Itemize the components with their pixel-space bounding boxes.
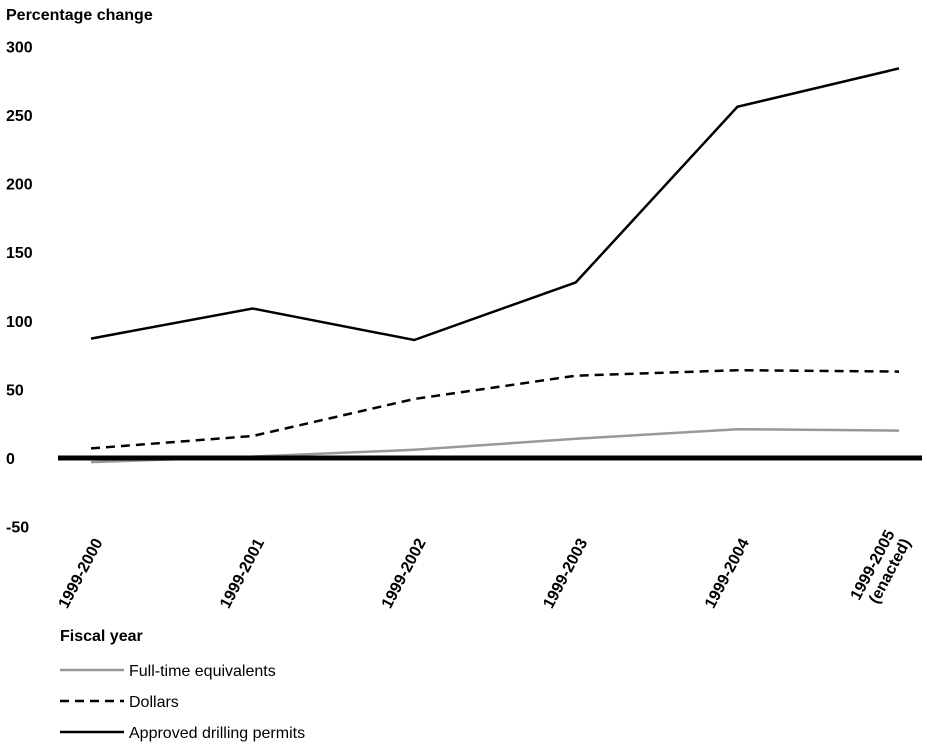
y-tick-label: 50 xyxy=(6,382,24,399)
x-tick-label-line: 1999-2004 xyxy=(702,536,753,612)
x-tick-label-line: 1999-2001 xyxy=(217,536,268,612)
x-tick-label: 1999-2000 xyxy=(56,536,107,612)
series-line-2 xyxy=(90,368,900,450)
x-tick-label-line: 1999-2000 xyxy=(56,536,107,612)
y-tick-label: 250 xyxy=(6,108,33,125)
legend-label: Full-time equivalents xyxy=(129,663,276,680)
legend-label: Approved drilling permits xyxy=(129,725,305,742)
y-tick-label: 0 xyxy=(6,451,15,468)
x-tick-label: 1999-2003 xyxy=(540,536,591,612)
legend: Full-time equivalents Dollars Approved dri… xyxy=(60,663,305,742)
y-tick-label: 150 xyxy=(6,245,33,262)
y-tick-labels: 300 250 200 150 100 50 0 -50 xyxy=(6,39,33,536)
x-tick-label: 1999-2002 xyxy=(379,536,430,612)
x-tick-label-line: 1999-2003 xyxy=(540,536,591,612)
x-tick-label: 1999-2001 xyxy=(217,536,268,612)
series-lines xyxy=(90,67,900,464)
y-tick-label: -50 xyxy=(6,520,29,537)
y-tick-label: 300 xyxy=(6,39,33,56)
x-tick-label: 1999-2004 xyxy=(702,536,753,612)
y-tick-label: 100 xyxy=(6,314,33,331)
x-tick-label: 1999-2005(enacted) xyxy=(848,527,915,611)
y-tick-label: 200 xyxy=(6,177,33,194)
x-tick-label-line: 1999-2002 xyxy=(379,536,430,612)
x-axis-title: Fiscal year xyxy=(60,628,143,645)
y-axis-title: Percentage change xyxy=(6,7,153,24)
series-line-3 xyxy=(90,67,900,342)
legend-label: Dollars xyxy=(129,694,179,711)
x-tick-labels: 1999-2000 1999-2001 1999-2002 1999-2003 1999… xyxy=(56,527,915,611)
